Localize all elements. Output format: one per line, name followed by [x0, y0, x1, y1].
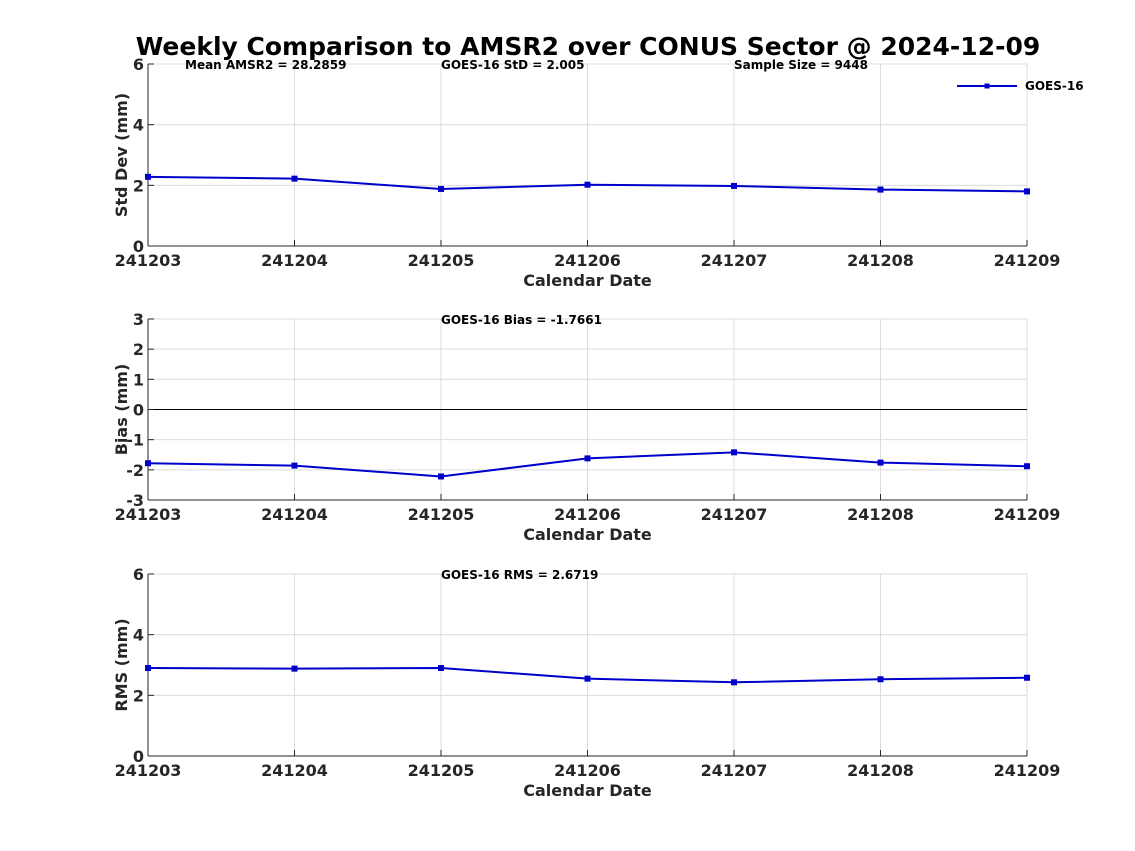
- data-point: [731, 679, 737, 686]
- y-tick-label: -3: [126, 491, 144, 510]
- data-point: [145, 665, 151, 672]
- data-point: [877, 186, 884, 193]
- data-point: [584, 455, 591, 462]
- panel-1: 0 2 4 6 241203 241204 241205 241206 241207 241208…: [112, 55, 1084, 290]
- legend-marker-swatch: [984, 83, 990, 89]
- figure-title: Weekly Comparison to AMSR2 over CONUS Se…: [136, 32, 1041, 61]
- data-point: [291, 665, 298, 672]
- data-point: [291, 175, 298, 182]
- x-axis-label: Calendar Date: [523, 781, 652, 800]
- x-tick-label: 241209: [994, 761, 1061, 780]
- data-point: [877, 676, 884, 683]
- data-point: [584, 181, 591, 188]
- x-tick-label: 241205: [408, 251, 475, 270]
- panel-3: 0 2 4 6 241203 241204 241205 241206 241207 241208…: [112, 565, 1060, 800]
- x-tick-label: 241203: [115, 251, 182, 270]
- y-tick-label: -2: [126, 461, 144, 480]
- y-tick-label: 3: [133, 310, 144, 329]
- x-axis-label: Calendar Date: [523, 271, 652, 290]
- x-tick-label: 241208: [847, 251, 914, 270]
- x-tick-label: 241207: [701, 761, 768, 780]
- legend-label: GOES-16: [1025, 79, 1084, 93]
- stat-annotation: Mean AMSR2 = 28.2859: [185, 58, 346, 72]
- data-point: [731, 182, 737, 189]
- y-tick-label: 2: [133, 686, 144, 705]
- data-point: [1024, 463, 1030, 470]
- y-tick-label: 6: [133, 55, 144, 74]
- data-point: [291, 462, 298, 469]
- data-point: [438, 185, 444, 192]
- data-point: [877, 459, 884, 466]
- x-tick-label: 241205: [408, 505, 475, 524]
- data-point: [145, 460, 151, 467]
- data-point: [438, 473, 444, 480]
- x-tick-label: 241206: [554, 505, 621, 524]
- data-point: [584, 675, 591, 682]
- y-axis-label: Std Dev (mm): [112, 93, 131, 217]
- x-tick-label: 241206: [554, 251, 621, 270]
- data-point: [145, 173, 151, 180]
- y-tick-label: -1: [126, 431, 144, 450]
- y-tick-label: 4: [133, 626, 144, 645]
- x-tick-label: 241209: [994, 251, 1061, 270]
- x-tick-label: 241207: [701, 251, 768, 270]
- data-point: [1024, 188, 1030, 195]
- y-axis-label: RMS (mm): [112, 618, 131, 711]
- x-tick-label: 241204: [261, 761, 328, 780]
- y-tick-label: 0: [133, 237, 144, 256]
- x-tick-label: 241208: [847, 761, 914, 780]
- y-tick-label: 6: [133, 565, 144, 584]
- stat-annotation: GOES-16 StD = 2.005: [441, 58, 584, 72]
- legend: GOES-16: [957, 79, 1084, 93]
- x-tick-label: 241204: [261, 251, 328, 270]
- stat-annotation: GOES-16 RMS = 2.6719: [441, 568, 598, 582]
- x-tick-label: 241203: [115, 761, 182, 780]
- x-tick-label: 241205: [408, 761, 475, 780]
- y-axis-label: Bias (mm): [112, 364, 131, 456]
- stat-annotation: Sample Size = 9448: [734, 58, 868, 72]
- data-point: [731, 449, 737, 456]
- data-point: [438, 665, 444, 672]
- stat-annotation: GOES-16 Bias = -1.7661: [441, 313, 602, 327]
- y-tick-label: 1: [133, 370, 144, 389]
- y-tick-label: 2: [133, 340, 144, 359]
- panel-2: -3 -2 -1 0 1 2 3 241203 241204 241205 241206 241207…: [112, 310, 1060, 544]
- x-tick-label: 241204: [261, 505, 328, 524]
- x-tick-label: 241209: [994, 505, 1061, 524]
- data-point: [1024, 674, 1030, 681]
- x-tick-label: 241203: [115, 505, 182, 524]
- x-tick-label: 241207: [701, 505, 768, 524]
- y-tick-label: 0: [133, 747, 144, 766]
- y-tick-label: 0: [133, 401, 144, 420]
- y-tick-label: 2: [133, 176, 144, 195]
- x-axis-label: Calendar Date: [523, 525, 652, 544]
- y-tick-label: 4: [133, 116, 144, 135]
- x-tick-label: 241208: [847, 505, 914, 524]
- x-tick-label: 241206: [554, 761, 621, 780]
